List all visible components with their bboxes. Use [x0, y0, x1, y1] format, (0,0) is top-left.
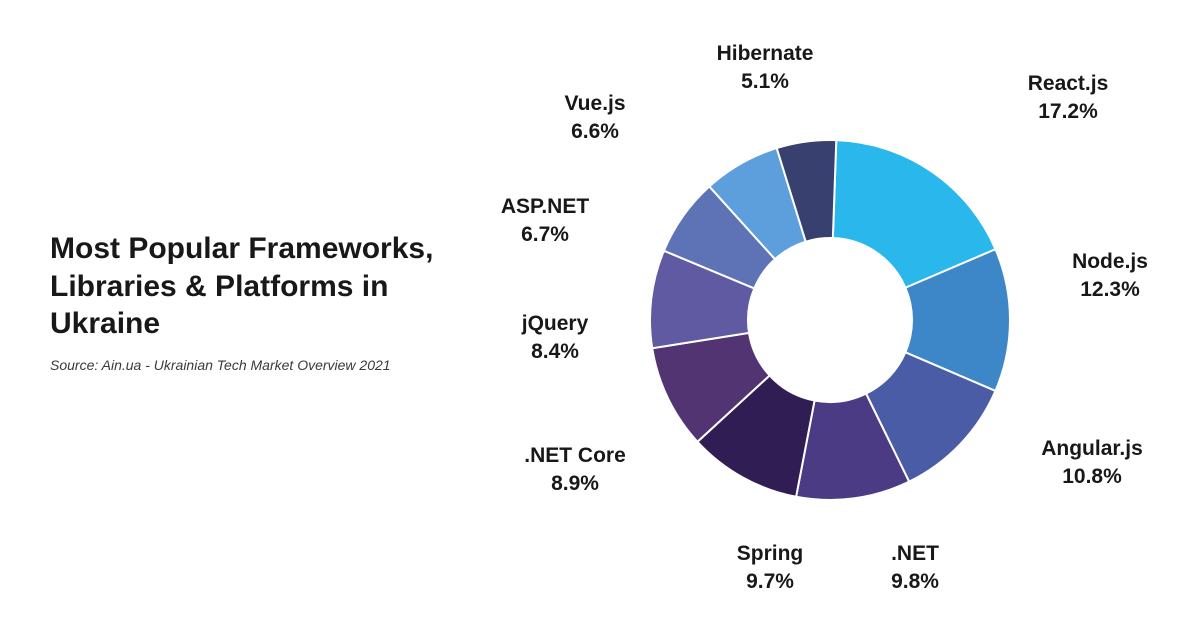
slice-value: 6.7%: [521, 223, 569, 246]
slice-value: 8.4%: [531, 340, 579, 363]
slice-value: 9.8%: [891, 570, 939, 593]
chart-title: Most Popular Frameworks, Libraries & Pla…: [50, 230, 470, 343]
slice-label: React.js: [1028, 72, 1109, 95]
slice-label: Node.js: [1072, 250, 1148, 273]
page: Most Popular Frameworks, Libraries & Pla…: [0, 0, 1200, 627]
slice-label: ASP.NET: [501, 195, 589, 218]
slice-label: .NET Core: [524, 444, 626, 467]
slice-value: 6.6%: [571, 120, 619, 143]
slice-label: Vue.js: [564, 92, 625, 115]
slice-value: 17.2%: [1038, 100, 1098, 123]
chart-source: Source: Ain.ua - Ukrainian Tech Market O…: [50, 357, 470, 373]
slice-label: Spring: [737, 542, 804, 565]
slice-label: jQuery: [521, 312, 589, 335]
slice-label: Angular.js: [1041, 437, 1143, 460]
donut-chart: React.js 17.2% Node.js 12.3% Angular.js 10.8%…: [470, 20, 1190, 620]
slice-label: Hibernate: [717, 42, 814, 65]
slice-value: 10.8%: [1062, 465, 1122, 488]
donut-labels: React.js 17.2% Node.js 12.3% Angular.js 10.8%…: [501, 42, 1148, 593]
slice-value: 9.7%: [746, 570, 794, 593]
slice-value: 8.9%: [551, 472, 599, 495]
text-block: Most Popular Frameworks, Libraries & Pla…: [50, 230, 470, 373]
title-line-1: Most Popular Frameworks,: [50, 232, 433, 265]
donut-slices: [650, 140, 1010, 500]
title-line-2: Libraries & Platforms in Ukraine: [50, 270, 388, 341]
donut-svg: React.js 17.2% Node.js 12.3% Angular.js 10.8%…: [470, 20, 1190, 620]
slice-value: 5.1%: [741, 70, 789, 93]
slice-label: .NET: [891, 542, 939, 565]
slice-value: 12.3%: [1080, 278, 1140, 301]
